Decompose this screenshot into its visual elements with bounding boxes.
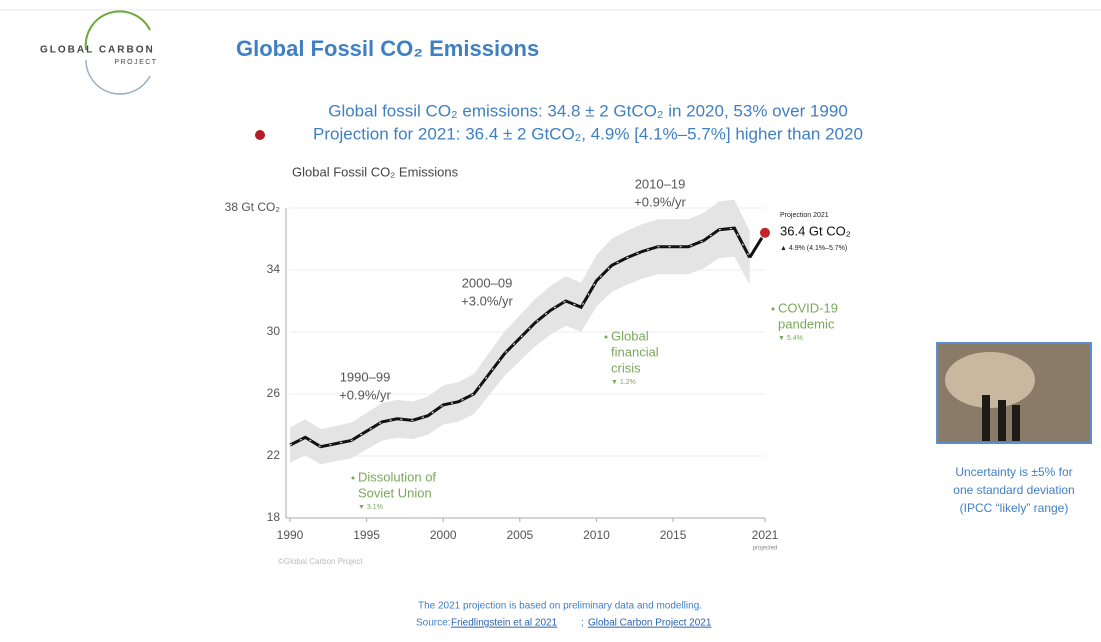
y-tick-label: 22	[267, 448, 281, 462]
event-dot	[352, 477, 355, 480]
rate-annotation: +3.0%/yr	[461, 293, 513, 308]
subtitle: Global fossil CO₂ emissions: 34.8 ± 2 Gt…	[328, 101, 848, 120]
event-annotation: Global	[611, 328, 649, 343]
body: { "header": { "logo_line1": "GLOBAL CARB…	[0, 0, 1101, 642]
x-tick-label: 2015	[660, 528, 687, 542]
event-annotation: ▼ 1.2%	[611, 379, 636, 386]
footer-separator: ;	[581, 618, 584, 629]
slide: GLOBAL CARBON PROJECT Global Fossil CO₂ …	[0, 0, 1101, 642]
y-tick-label: 38 Gt CO₂	[225, 200, 281, 214]
x-tick-label: 1990	[277, 528, 304, 542]
x-tick-label: 2021	[752, 528, 779, 542]
event-annotation: financial	[611, 344, 659, 359]
event-annotation: crisis	[611, 360, 641, 375]
chart: Global Fossil CO₂ Emissions 18 22 26 30 34 38 …	[225, 164, 851, 566]
side-note: one standard deviation	[953, 483, 1074, 497]
y-tick-label: 26	[267, 386, 281, 400]
rate-annotation: 2000–09	[462, 275, 513, 290]
y-tick-label: 30	[267, 324, 281, 338]
logo-text: GLOBAL CARBON	[40, 45, 155, 56]
rate-annotation: +0.9%/yr	[634, 194, 686, 209]
x-tick-label: 1995	[353, 528, 380, 542]
rate-annotation: +0.9%/yr	[339, 387, 391, 402]
subtitle: Projection for 2021: 36.4 ± 2 GtCO₂, 4.9…	[313, 124, 863, 143]
side-note: Uncertainty is ±5% for	[955, 465, 1072, 479]
x-tick-label: 2010	[583, 528, 610, 542]
event-annotation: pandemic	[778, 316, 835, 331]
rate-annotation: 2010–19	[635, 176, 686, 191]
event-annotation: Soviet Union	[358, 485, 432, 500]
side-note: (IPCC “likely” range)	[960, 501, 1069, 515]
bullet	[255, 130, 265, 140]
source-link[interactable]: Global Carbon Project 2021	[588, 618, 712, 629]
projection-change-label: ▲ 4.9% (4.1%–5.7%)	[780, 245, 847, 252]
y-tick-label: 34	[267, 262, 281, 276]
page: Global Fossil CO2 Emissions html, body {…	[0, 0, 1101, 642]
projection-value-label: 36.4 Gt CO₂	[780, 223, 851, 238]
credit: ©Global Carbon Project	[278, 557, 363, 566]
x-tick-note: projected	[753, 546, 778, 552]
projection-label: Projection 2021	[780, 212, 829, 219]
event-annotation: COVID-19	[778, 300, 838, 315]
rate-annotation: 1990–99	[340, 369, 391, 384]
event-dot	[772, 308, 775, 311]
slide-title: Global Fossil CO₂ Emissions	[236, 36, 539, 61]
chimney	[1012, 405, 1020, 441]
event-annotation: Dissolution of	[358, 469, 436, 484]
y-tick-label: 18	[267, 510, 281, 524]
event-annotation: ▼ 5.4%	[778, 335, 803, 342]
footer-source: Source:	[416, 618, 450, 629]
source-link[interactable]: Friedlingstein et al 2021	[451, 618, 558, 629]
footer-note: The 2021 projection is based on prelimin…	[418, 601, 702, 612]
x-tick-label: 2005	[506, 528, 533, 542]
chimney	[982, 395, 990, 441]
event-dot	[605, 336, 608, 339]
projection-point	[760, 227, 771, 238]
chimney	[998, 400, 1006, 441]
event-annotation: ▼ 3.1%	[358, 504, 383, 511]
x-tick-label: 2000	[430, 528, 457, 542]
chart-title: Global Fossil CO₂ Emissions	[292, 164, 459, 179]
logo-text: PROJECT	[114, 59, 157, 66]
